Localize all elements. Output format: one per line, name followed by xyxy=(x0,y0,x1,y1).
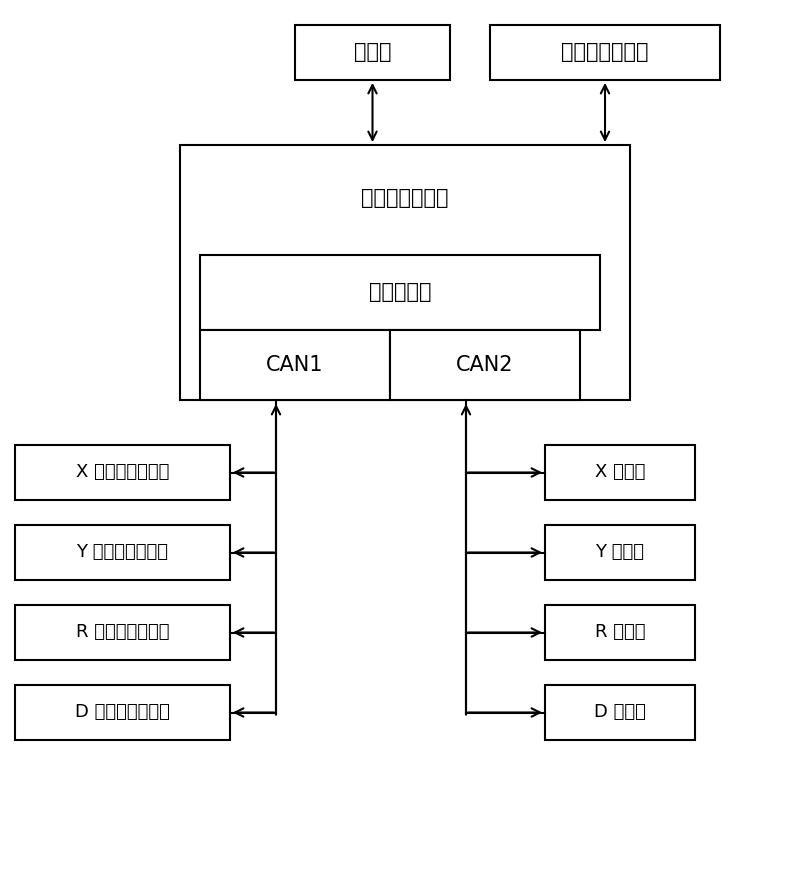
Bar xyxy=(545,525,695,580)
Text: 工业控制计算机: 工业控制计算机 xyxy=(362,188,449,208)
Text: 激光测距传感器: 激光测距传感器 xyxy=(562,42,649,62)
Text: CAN2: CAN2 xyxy=(456,355,514,375)
Bar xyxy=(200,330,390,400)
Bar xyxy=(545,605,695,660)
Text: CAN1: CAN1 xyxy=(266,355,324,375)
Text: X 丝杆位置编码器: X 丝杆位置编码器 xyxy=(76,464,169,481)
Bar xyxy=(15,605,230,660)
Text: D 轴驱动: D 轴驱动 xyxy=(594,703,646,722)
Text: D 丝杆位置编码器: D 丝杆位置编码器 xyxy=(75,703,170,722)
Text: R 轴驱动: R 轴驱动 xyxy=(594,624,646,641)
Bar xyxy=(15,685,230,740)
Bar xyxy=(295,25,450,80)
Bar xyxy=(545,685,695,740)
Bar xyxy=(390,330,580,400)
Text: Y 轴驱动: Y 轴驱动 xyxy=(595,544,645,561)
Bar xyxy=(15,445,230,500)
Text: R 丝杆位置编码器: R 丝杆位置编码器 xyxy=(76,624,170,641)
Text: Y 丝杆位置编码器: Y 丝杆位置编码器 xyxy=(77,544,169,561)
Bar xyxy=(200,255,600,330)
Text: 多功能板卡: 多功能板卡 xyxy=(369,282,431,303)
Bar xyxy=(545,445,695,500)
Text: X 轴驱动: X 轴驱动 xyxy=(595,464,645,481)
Bar xyxy=(490,25,720,80)
Bar xyxy=(180,145,630,400)
Bar xyxy=(15,525,230,580)
Text: 触摸屏: 触摸屏 xyxy=(354,42,391,62)
